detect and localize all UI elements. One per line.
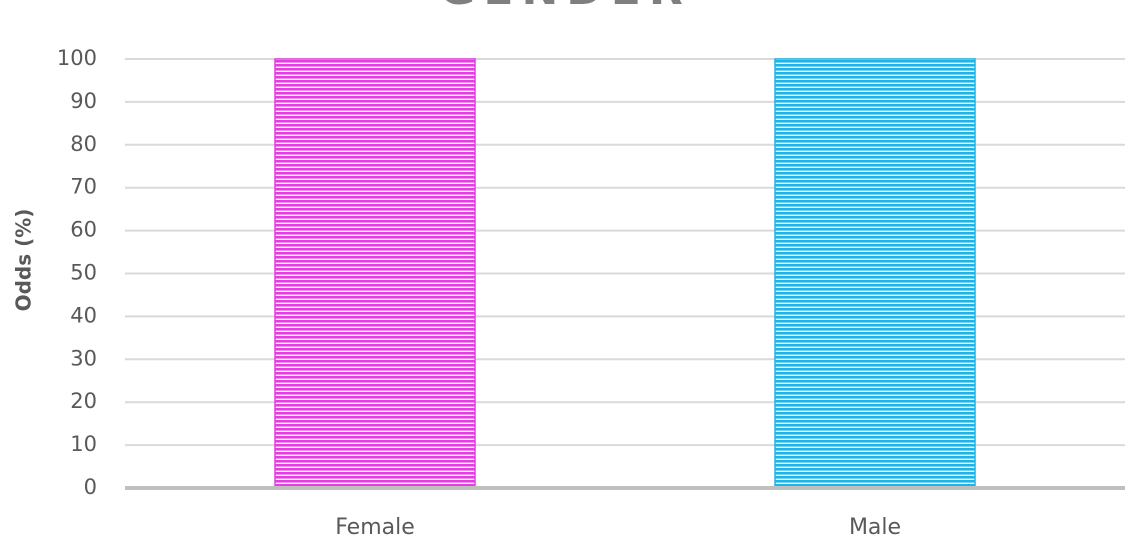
y-tick-label: 30 — [70, 346, 97, 370]
y-tick-label: 80 — [70, 132, 97, 156]
bar — [774, 58, 976, 489]
y-tick-label: 70 — [70, 175, 97, 199]
bar — [274, 58, 476, 489]
x-tick-label: Female — [335, 515, 415, 540]
y-tick-label: 60 — [70, 218, 97, 242]
y-tick-label: 90 — [70, 89, 97, 113]
y-tick-label: 50 — [70, 261, 97, 285]
x-tick-label: Male — [849, 515, 901, 540]
y-tick-label: 40 — [70, 303, 97, 327]
y-tick-label: 0 — [84, 475, 97, 499]
y-axis-label: Odds (%) — [12, 209, 36, 312]
chart-title: GENDER — [439, 0, 690, 15]
y-tick-label: 10 — [70, 432, 97, 456]
y-tick-label: 100 — [57, 46, 97, 70]
y-tick-label: 20 — [70, 389, 97, 413]
